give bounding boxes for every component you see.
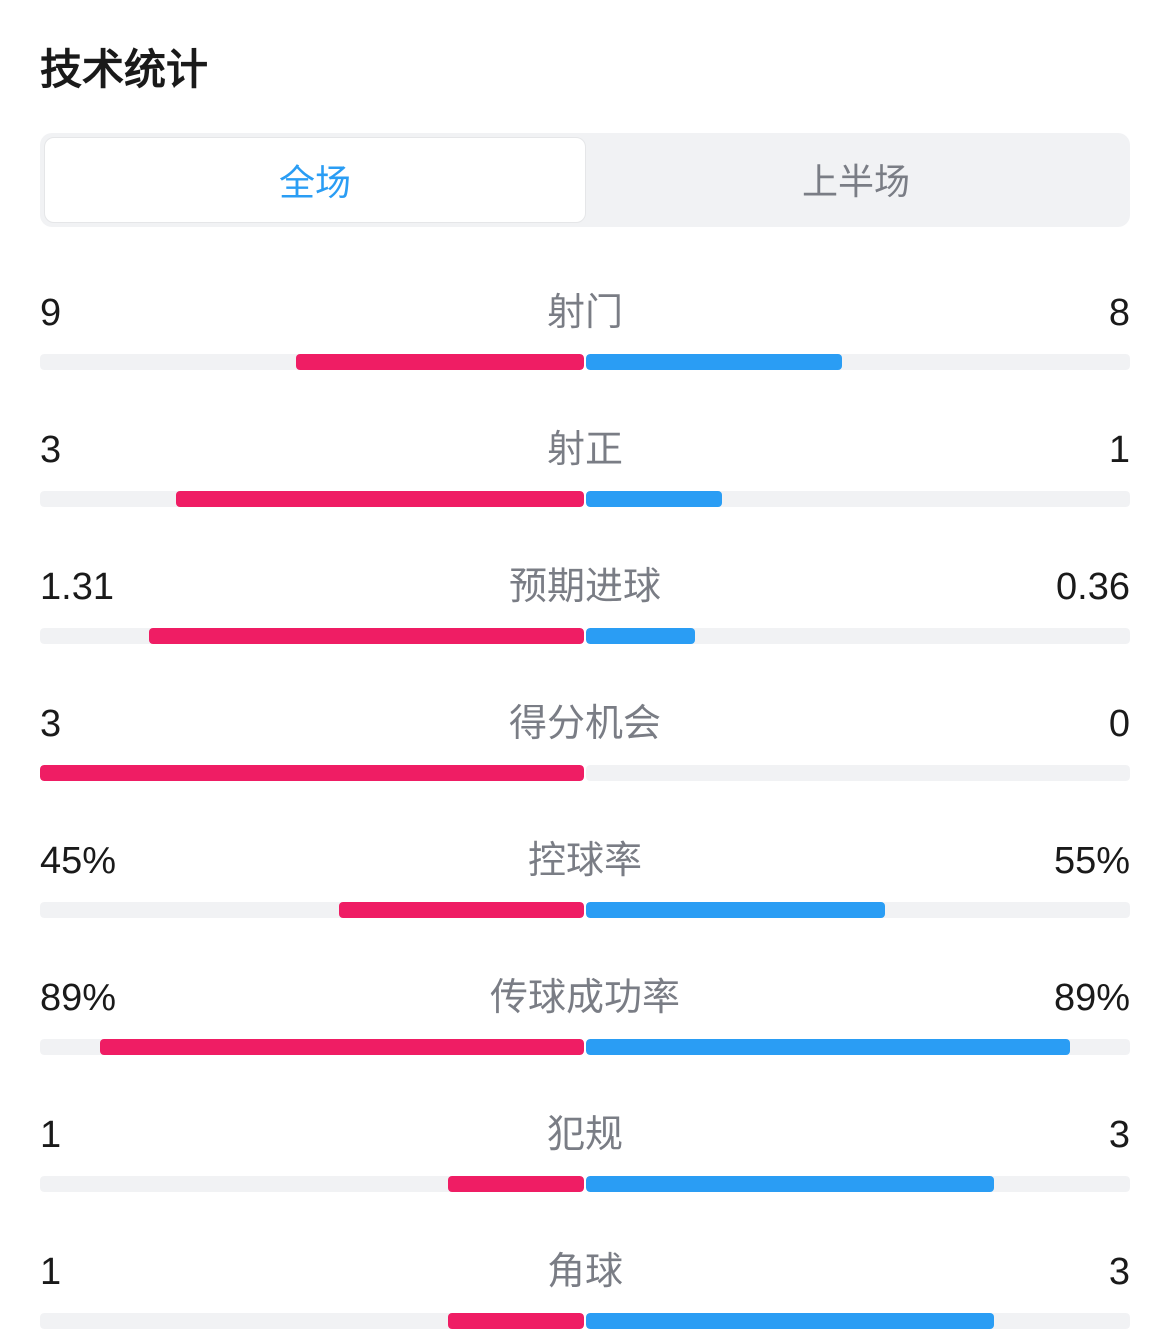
stat-row: 9射门8	[40, 281, 1130, 370]
stat-bar	[40, 628, 1130, 644]
stats-panel: 技术统计 全场 上半场 9射门83射正11.31预期进球0.363得分机会045…	[0, 0, 1170, 1329]
stat-bar-left	[40, 628, 584, 644]
stat-bar	[40, 354, 1130, 370]
stat-left-value: 3	[40, 429, 120, 472]
bar-fill-left	[448, 1313, 584, 1329]
stat-left-value: 45%	[40, 840, 120, 883]
stat-bar	[40, 491, 1130, 507]
stat-bar	[40, 765, 1130, 781]
stat-labels: 1.31预期进球0.36	[40, 555, 1130, 610]
bar-fill-right	[586, 1176, 994, 1192]
bar-fill-left	[296, 354, 584, 370]
stat-name: 角球	[120, 1240, 1050, 1295]
stat-bar-left	[40, 1039, 584, 1055]
stat-right-value: 8	[1050, 292, 1130, 335]
stat-name: 传球成功率	[120, 966, 1050, 1021]
stat-row: 1犯规3	[40, 1103, 1130, 1192]
stat-row: 45%控球率55%	[40, 829, 1130, 918]
stat-labels: 3射正1	[40, 418, 1130, 473]
period-tabs: 全场 上半场	[40, 133, 1130, 227]
bar-fill-right	[586, 902, 885, 918]
bar-fill-right	[586, 491, 722, 507]
stat-right-value: 89%	[1050, 977, 1130, 1020]
bar-fill-left	[149, 628, 584, 644]
stat-right-value: 3	[1050, 1251, 1130, 1294]
stat-bar-left	[40, 491, 584, 507]
stats-list: 9射门83射正11.31预期进球0.363得分机会045%控球率55%89%传球…	[40, 281, 1130, 1329]
stat-name: 预期进球	[120, 555, 1050, 610]
stat-row: 89%传球成功率89%	[40, 966, 1130, 1055]
stat-labels: 1犯规3	[40, 1103, 1130, 1158]
stat-bar	[40, 1313, 1130, 1329]
stat-labels: 89%传球成功率89%	[40, 966, 1130, 1021]
stat-bar-right	[586, 1313, 1130, 1329]
stat-name: 射正	[120, 418, 1050, 473]
stat-labels: 3得分机会0	[40, 692, 1130, 747]
bar-fill-right	[586, 1313, 994, 1329]
stat-bar-right	[586, 1176, 1130, 1192]
stat-right-value: 55%	[1050, 840, 1130, 883]
stat-row: 1角球3	[40, 1240, 1130, 1329]
stat-name: 控球率	[120, 829, 1050, 884]
tab-full-match[interactable]: 全场	[44, 137, 586, 223]
stat-right-value: 0.36	[1050, 566, 1130, 609]
tab-first-half[interactable]: 上半场	[586, 137, 1126, 223]
panel-title: 技术统计	[40, 36, 1130, 97]
stat-left-value: 1	[40, 1251, 120, 1294]
stat-bar-right	[586, 1039, 1130, 1055]
stat-right-value: 0	[1050, 703, 1130, 746]
stat-bar-left	[40, 354, 584, 370]
stat-left-value: 89%	[40, 977, 120, 1020]
stat-bar	[40, 902, 1130, 918]
bar-fill-right	[586, 354, 842, 370]
stat-left-value: 1	[40, 1114, 120, 1157]
stat-labels: 1角球3	[40, 1240, 1130, 1295]
stat-right-value: 3	[1050, 1114, 1130, 1157]
stat-row: 3射正1	[40, 418, 1130, 507]
tab-label: 全场	[279, 162, 351, 203]
bar-track	[586, 765, 1130, 781]
stat-bar-right	[586, 628, 1130, 644]
stat-name: 犯规	[120, 1103, 1050, 1158]
stat-row: 3得分机会0	[40, 692, 1130, 781]
stat-bar	[40, 1176, 1130, 1192]
bar-fill-left	[100, 1039, 584, 1055]
bar-fill-left	[339, 902, 584, 918]
stat-bar-right	[586, 354, 1130, 370]
bar-fill-left	[448, 1176, 584, 1192]
stat-left-value: 1.31	[40, 566, 120, 609]
bar-fill-right	[586, 1039, 1070, 1055]
bar-fill-right	[586, 628, 695, 644]
stat-bar-right	[586, 902, 1130, 918]
stat-right-value: 1	[1050, 429, 1130, 472]
stat-left-value: 3	[40, 703, 120, 746]
stat-bar	[40, 1039, 1130, 1055]
stat-name: 射门	[120, 281, 1050, 336]
stat-bar-right	[586, 491, 1130, 507]
stat-bar-left	[40, 1176, 584, 1192]
stat-bar-left	[40, 765, 584, 781]
tab-label: 上半场	[802, 161, 910, 202]
stat-labels: 45%控球率55%	[40, 829, 1130, 884]
stat-bar-right	[586, 765, 1130, 781]
stat-labels: 9射门8	[40, 281, 1130, 336]
stat-left-value: 9	[40, 292, 120, 335]
stat-row: 1.31预期进球0.36	[40, 555, 1130, 644]
stat-name: 得分机会	[120, 692, 1050, 747]
bar-fill-left	[40, 765, 584, 781]
stat-bar-left	[40, 902, 584, 918]
stat-bar-left	[40, 1313, 584, 1329]
bar-fill-left	[176, 491, 584, 507]
